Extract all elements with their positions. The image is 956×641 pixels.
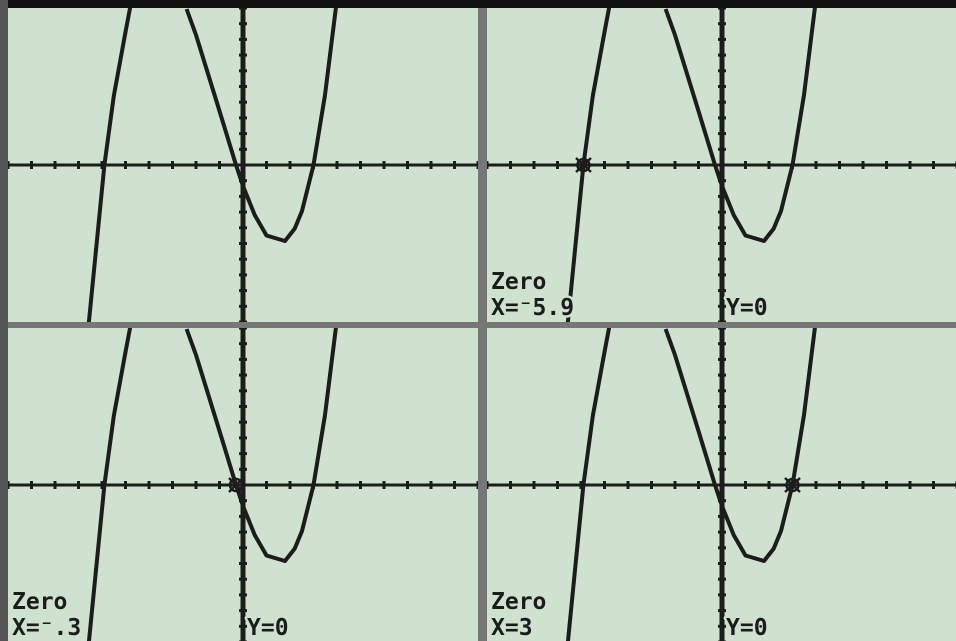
trace-label: Zero [491, 269, 546, 295]
top-bezel [0, 0, 956, 8]
trace-label: Zero [491, 589, 546, 615]
graph-screen: Zero X=3 Y=0 [487, 319, 956, 641]
trace-label: Zero [12, 589, 67, 615]
y-readout: Y=0 [726, 295, 768, 321]
graph-screen: Zero X=⁻5.9 Y=0 [487, 0, 956, 331]
graph-screen [8, 0, 478, 331]
x-readout: X=3 [491, 615, 533, 641]
zero-marker [785, 478, 800, 492]
x-readout: X=⁻5.9 [491, 295, 574, 321]
zero-marker [229, 478, 243, 492]
y-readout: Y=0 [247, 615, 289, 641]
graph-screen: Zero X=⁻.3 Y=0 [8, 319, 478, 641]
left-bezel [0, 0, 8, 641]
x-readout: X=⁻.3 [12, 615, 81, 641]
calculator-screenshot: Zero X=⁻5.9 Y=0 Zero X=⁻.3 Y=0 Zero X=3 … [0, 0, 956, 641]
zero-marker [576, 158, 591, 172]
y-readout: Y=0 [726, 615, 768, 641]
